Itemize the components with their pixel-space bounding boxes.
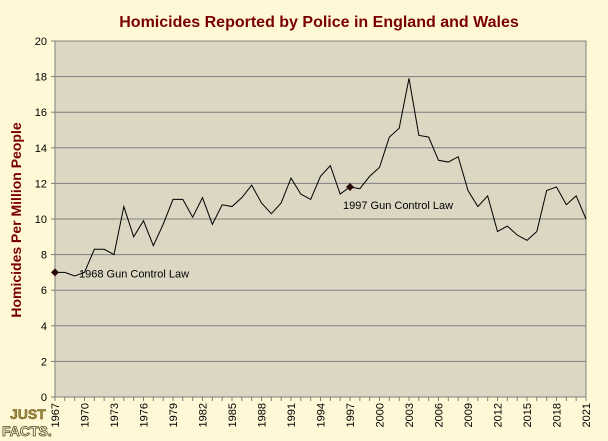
y-axis-label: Homicides Per Million People (8, 122, 24, 317)
x-tick-label: 2009 (463, 403, 475, 427)
x-tick-label: 2006 (434, 403, 446, 427)
just-facts-logo: JUST FACTS. (2, 406, 53, 440)
y-tick-label: 20 (35, 36, 47, 48)
logo-line-2: FACTS. (2, 423, 52, 439)
y-tick-label: 10 (35, 214, 47, 226)
x-tick-label: 1994 (316, 403, 328, 427)
y-tick-label: 8 (41, 250, 47, 262)
x-tick-label: 1997 (345, 403, 357, 427)
x-tick-label: 1991 (286, 403, 298, 427)
marker-diamond (51, 268, 59, 277)
series-line (55, 78, 587, 277)
x-tick-label: 1967 (50, 403, 62, 427)
x-tick-label: 1979 (168, 403, 180, 427)
x-tick-label: 2015 (522, 403, 534, 427)
x-axis-ticks: 1967 1970 1973 1976 1979 1982 1985 1988 1991 1994… (50, 397, 593, 427)
logo-line-1: JUST (10, 406, 46, 422)
x-tick-label: 2000 (375, 403, 387, 427)
x-tick-label: 1985 (227, 403, 239, 427)
y-tick-label: 4 (41, 321, 47, 333)
y-tick-label: 2 (41, 356, 47, 368)
y-tick-label: 16 (35, 107, 47, 119)
x-tick-label: 1970 (80, 403, 92, 427)
marker-label: 1997 Gun Control Law (343, 200, 453, 212)
x-tick-label: 1973 (109, 403, 121, 427)
y-tick-label: 6 (41, 285, 47, 297)
x-tick-label: 1988 (257, 403, 269, 427)
chart-title: Homicides Reported by Police in England … (119, 14, 519, 31)
y-tick-label: 0 (41, 392, 47, 404)
x-tick-label: 2021 (581, 403, 593, 427)
annotation-markers: 1968 Gun Control Law 1997 Gun Control Law (51, 182, 453, 280)
marker-diamond (346, 182, 354, 191)
x-tick-label: 2012 (493, 403, 505, 427)
marker-label: 1968 Gun Control Law (79, 268, 189, 280)
y-axis-ticks: 0 2 4 6 8 10 12 14 16 18 20 (35, 36, 55, 404)
x-tick-label: 2003 (404, 403, 416, 427)
y-tick-label: 14 (35, 143, 47, 155)
x-tick-label: 2018 (552, 403, 564, 427)
x-tick-label: 1976 (139, 403, 151, 427)
x-tick-label: 1982 (198, 403, 210, 427)
y-tick-label: 12 (35, 178, 47, 190)
y-tick-label: 18 (35, 72, 47, 84)
